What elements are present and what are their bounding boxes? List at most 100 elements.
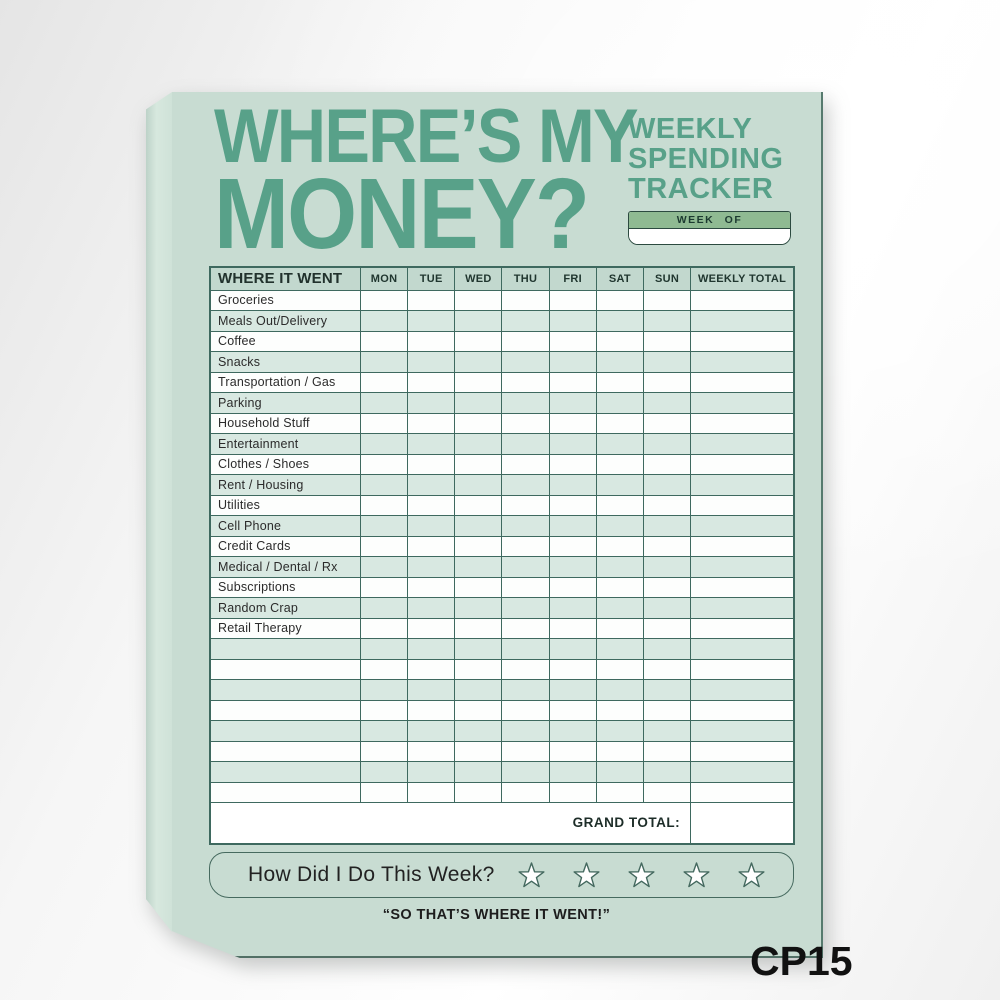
amount-cell	[548, 474, 597, 496]
amount-cell	[595, 535, 644, 557]
table-row: Random Crap	[209, 597, 795, 619]
amount-cell	[359, 720, 409, 742]
amount-cell	[548, 658, 597, 680]
amount-cell	[407, 535, 456, 557]
star-icon-wrap	[626, 860, 657, 891]
amount-cell	[407, 412, 456, 434]
table-row	[209, 781, 795, 803]
table-row: Medical / Dental / Rx	[209, 556, 795, 578]
amount-cell	[595, 289, 644, 311]
amount-cell	[501, 330, 550, 352]
amount-cell	[454, 658, 503, 680]
amount-cell	[454, 412, 503, 434]
amount-cell	[595, 494, 644, 516]
blank-category-cell	[209, 761, 361, 783]
blank-category-cell	[209, 720, 361, 742]
product-code: CP15	[750, 938, 853, 984]
table-row: Retail Therapy	[209, 617, 795, 639]
column-header: WHERE IT WENT	[209, 266, 361, 291]
amount-cell	[642, 310, 692, 332]
amount-cell	[642, 576, 692, 598]
amount-cell	[501, 761, 550, 783]
amount-cell	[501, 576, 550, 598]
column-header: SAT	[595, 266, 644, 291]
amount-cell	[454, 638, 503, 660]
amount-cell	[548, 740, 597, 762]
column-header: SUN	[642, 266, 692, 291]
amount-cell	[501, 535, 550, 557]
table-row: Groceries	[209, 289, 795, 311]
amount-cell	[595, 351, 644, 373]
star-icon	[573, 861, 600, 887]
amount-cell	[501, 699, 550, 721]
amount-cell	[454, 289, 503, 311]
amount-cell	[642, 617, 692, 639]
amount-cell	[359, 761, 409, 783]
weekly-total-cell	[690, 453, 795, 475]
table-row: Entertainment	[209, 433, 795, 455]
category-label-cell: Household Stuff	[209, 412, 361, 434]
category-label-cell: Credit Cards	[209, 535, 361, 557]
amount-cell	[359, 576, 409, 598]
amount-cell	[359, 699, 409, 721]
amount-cell	[454, 351, 503, 373]
table-row	[209, 658, 795, 680]
amount-cell	[407, 474, 456, 496]
amount-cell	[407, 658, 456, 680]
table-header-row: WHERE IT WENT MON TUE WED THU FRI SAT SUN WEEKLY…	[209, 266, 795, 291]
amount-cell	[407, 453, 456, 475]
category-label-cell: Meals Out/Delivery	[209, 310, 361, 332]
amount-cell	[501, 392, 550, 414]
column-header: WEEKLY TOTAL	[690, 266, 795, 291]
blank-category-cell	[209, 638, 361, 660]
page-subtitle-line: WEEKLY	[628, 113, 753, 145]
amount-cell	[501, 310, 550, 332]
star-icon-wrap	[571, 860, 602, 891]
blank-category-cell	[209, 699, 361, 721]
amount-cell	[359, 310, 409, 332]
column-header: WED	[454, 266, 503, 291]
category-label-cell: Parking	[209, 392, 361, 414]
amount-cell	[359, 371, 409, 393]
week-of-box: WEEK OF	[628, 211, 791, 245]
amount-cell	[501, 638, 550, 660]
amount-cell	[454, 515, 503, 537]
blank-category-cell	[209, 658, 361, 680]
week-of-label: WEEK OF	[629, 212, 790, 229]
table-row: Parking	[209, 392, 795, 414]
amount-cell	[642, 556, 692, 578]
amount-cell	[359, 351, 409, 373]
amount-cell	[642, 371, 692, 393]
amount-cell	[642, 412, 692, 434]
amount-cell	[359, 556, 409, 578]
table-row: Subscriptions	[209, 576, 795, 598]
amount-cell	[548, 351, 597, 373]
amount-cell	[548, 494, 597, 516]
amount-cell	[548, 412, 597, 434]
amount-cell	[642, 699, 692, 721]
amount-cell	[501, 494, 550, 516]
amount-cell	[595, 720, 644, 742]
amount-cell	[407, 597, 456, 619]
table-row	[209, 761, 795, 783]
amount-cell	[501, 658, 550, 680]
weekly-total-cell	[690, 289, 795, 311]
amount-cell	[359, 330, 409, 352]
star-icon-wrap	[736, 860, 767, 891]
amount-cell	[407, 556, 456, 578]
amount-cell	[454, 433, 503, 455]
column-header: FRI	[548, 266, 597, 291]
amount-cell	[407, 351, 456, 373]
amount-cell	[548, 699, 597, 721]
amount-cell	[642, 761, 692, 783]
amount-cell	[501, 351, 550, 373]
amount-cell	[359, 515, 409, 537]
amount-cell	[454, 699, 503, 721]
column-header: THU	[501, 266, 550, 291]
category-label-cell: Entertainment	[209, 433, 361, 455]
amount-cell	[595, 474, 644, 496]
page-subtitle-line: TRACKER	[628, 173, 774, 205]
footer-quote: “SO THAT’S WHERE IT WENT!”	[382, 907, 611, 923]
amount-cell	[501, 474, 550, 496]
amount-cell	[595, 371, 644, 393]
